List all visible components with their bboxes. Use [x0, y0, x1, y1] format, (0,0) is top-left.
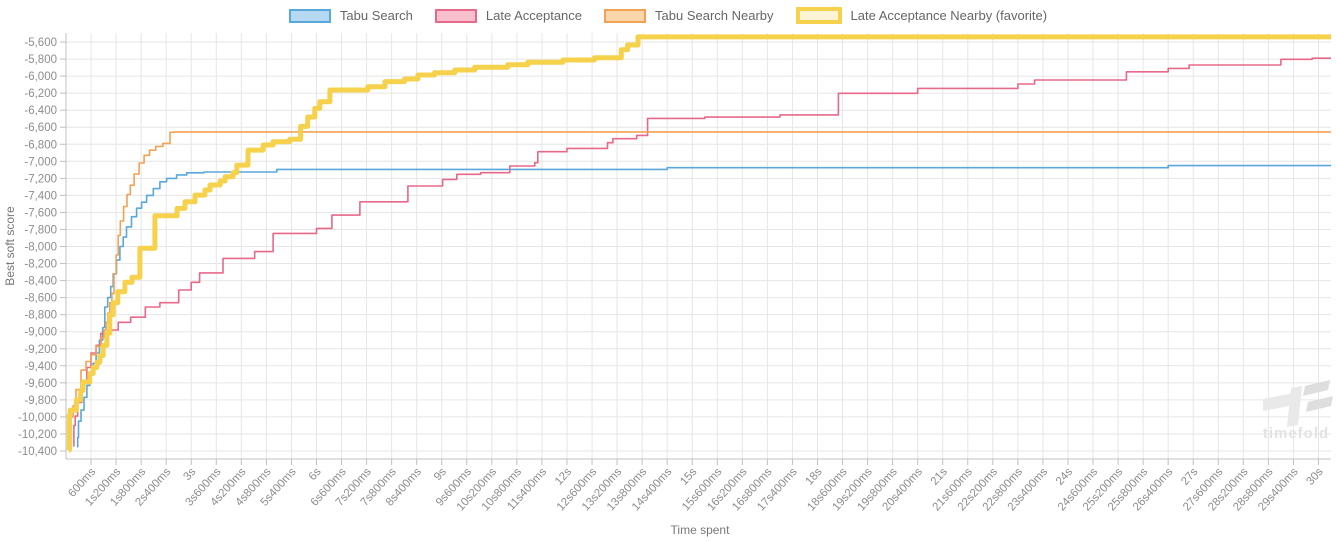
y-tick-label: -7,000	[24, 156, 57, 168]
y-tick-label: -6,600	[24, 122, 57, 134]
x-tick-label: 21s	[929, 466, 950, 488]
x-tick-label: 15s	[678, 466, 699, 488]
legend-item-late-acceptance-nearby[interactable]: Late Acceptance Nearby (favorite)	[795, 7, 1048, 24]
timefold-logo-bar-mid	[1306, 396, 1333, 412]
y-tick-label: -10,400	[18, 446, 57, 458]
legend-item-late-acceptance[interactable]: Late Acceptance	[434, 8, 583, 23]
late-acceptance-nearby-swatch	[795, 7, 842, 24]
y-tick-label: -9,000	[24, 327, 57, 339]
timefold-watermark: timefold	[1263, 380, 1333, 442]
x-tick-label: 6s	[307, 466, 324, 483]
y-tick-label: -7,400	[24, 190, 57, 202]
legend-item-tabu-search[interactable]: Tabu Search	[288, 8, 413, 23]
x-tick-label: 18s	[803, 466, 824, 488]
timefold-logo-crossbar	[1263, 392, 1299, 411]
x-tick-label: 24s	[1054, 466, 1075, 488]
y-tick-label: -7,600	[24, 207, 57, 219]
y-tick-label: -8,600	[24, 293, 57, 305]
x-tick-label: 12s	[553, 466, 574, 488]
y-tick-label: -9,200	[24, 344, 57, 356]
legend-label-late-acceptance-nearby: Late Acceptance Nearby (favorite)	[850, 8, 1048, 23]
tabu-search-nearby-swatch	[604, 8, 647, 23]
y-tick-label: -8,200	[24, 259, 57, 271]
x-tick-label: 3s	[181, 466, 198, 483]
y-tick-label: -8,400	[24, 276, 57, 288]
y-tick-label: -9,600	[24, 378, 57, 390]
series-late-acceptance-nearby	[66, 34, 1331, 453]
legend-label-tabu-search: Tabu Search	[339, 8, 413, 23]
x-tick-label: 9s	[432, 466, 449, 483]
y-tick-label: -9,800	[24, 395, 57, 407]
y-tick-label: -7,800	[24, 224, 57, 236]
y-tick-label: -8,000	[24, 242, 57, 254]
series-tabu-search-nearby	[70, 131, 1331, 451]
timefold-wordmark: timefold	[1263, 425, 1329, 442]
legend-label-late-acceptance: Late Acceptance	[485, 8, 583, 23]
x-tick-label: 27s	[1179, 466, 1200, 488]
late-acceptance-swatch	[434, 8, 477, 23]
y-tick-label: -6,400	[24, 105, 57, 117]
y-tick-label: -7,200	[24, 173, 57, 185]
x-tick-label: 30s	[1304, 466, 1325, 488]
y-tick-label: -10,200	[18, 429, 57, 441]
grid-layer	[66, 33, 1331, 459]
y-tick-label: -9,400	[24, 361, 57, 373]
y-tick-label: -8,800	[24, 310, 57, 322]
y-tick-label: -6,200	[24, 88, 57, 100]
timefold-logo-bar-top	[1303, 380, 1330, 396]
y-axis-title: Best soft score	[3, 206, 17, 286]
y-tick-label: -5,800	[24, 54, 57, 66]
tabu-search-swatch	[288, 8, 331, 23]
y-tick-label: -6,000	[24, 71, 57, 83]
legend-item-tabu-search-nearby[interactable]: Tabu Search Nearby	[604, 8, 774, 23]
series-tabu-search	[76, 164, 1331, 448]
series-layer	[66, 34, 1331, 453]
timefold-logo-stem	[1287, 386, 1302, 427]
y-tick-label: -6,800	[24, 139, 57, 151]
legend-label-tabu-search-nearby: Tabu Search Nearby	[655, 8, 774, 23]
chart-legend: Tabu Search Late Acceptance Tabu Search Ne…	[0, 7, 1336, 24]
y-tick-label: -10,000	[18, 412, 57, 424]
x-axis-title: Time spent	[671, 523, 731, 537]
series-late-acceptance	[73, 57, 1331, 447]
y-tick-label: -5,600	[24, 37, 57, 49]
